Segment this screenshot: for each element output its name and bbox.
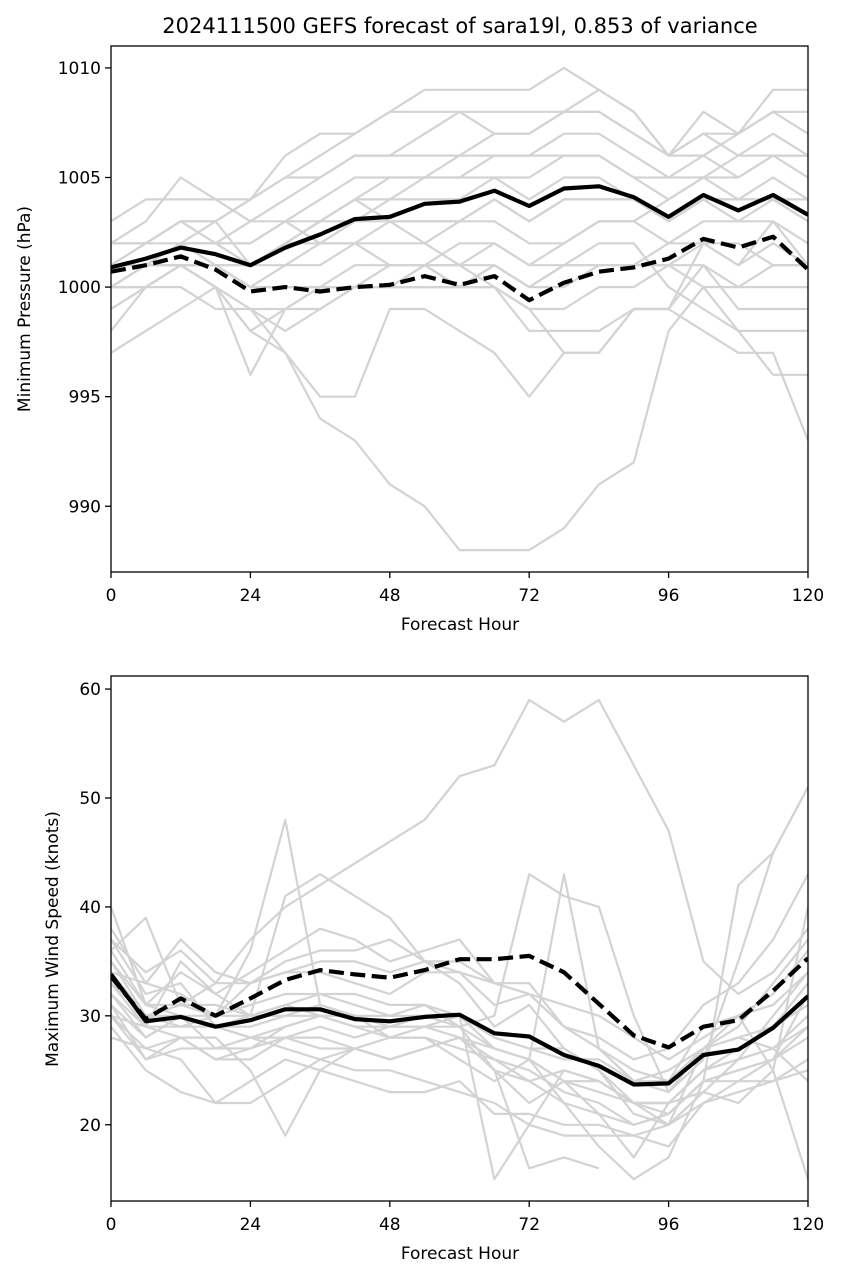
x-tick-label: 96 [658,1215,680,1235]
plot-area [111,698,808,1181]
ensemble-member-line [111,154,808,267]
solid-series-line [111,184,808,270]
ensemble-member-line [111,873,808,1061]
ensemble-member-line [111,264,808,332]
ensemble-member-line [111,242,808,376]
y-tick-label: 995 [69,388,101,408]
x-tick-label: 120 [792,586,824,606]
y-tick-label: 1000 [58,278,101,298]
ensemble-member-line [111,242,808,332]
ensemble-member-line [111,198,808,267]
x-tick-label: 24 [240,1215,262,1235]
dashed-series-line [111,234,808,303]
y-tick-label: 60 [79,680,101,700]
x-tick-label: 48 [379,586,401,606]
ensemble-member-line [111,1026,808,1137]
y-tick-label: 1010 [58,59,101,79]
ensemble-member-line [111,698,808,1017]
solid-series-line [111,973,808,1087]
ensemble-member-line [111,939,808,1126]
wind-panel: Forecast Hour Maximum Wind Speed (knots)… [43,675,824,1264]
x-tick-label: 0 [106,1215,117,1235]
dashed-series-line [111,953,808,1050]
pressure-panel: 2024111500 GEFS forecast of sara19l, 0.8… [15,14,824,635]
x-tick-label: 24 [240,586,262,606]
x-axis-label: Forecast Hour [401,1244,519,1264]
y-tick-label: 1005 [58,169,101,189]
x-tick-label: 72 [518,1215,540,1235]
x-tick-label: 0 [106,586,117,606]
ensemble-member-line [111,264,808,441]
y-tick-label: 50 [79,789,101,809]
ensemble-member-line [111,1014,808,1148]
x-axis-label: Forecast Hour [401,615,519,635]
ensemble-member-line [111,110,808,223]
ensemble-member-line [111,1004,600,1170]
ensemble-member-line [111,906,808,1159]
y-tick-label: 990 [69,497,101,517]
y-axis-label: Maximum Wind Speed (knots) [43,811,63,1067]
y-tick-label: 40 [79,898,101,918]
x-tick-label: 72 [518,586,540,606]
chart-title: 2024111500 GEFS forecast of sara19l, 0.8… [162,14,757,38]
ensemble-member-line [111,982,808,1105]
ensemble-member-line [111,971,808,1061]
x-tick-label: 96 [658,586,680,606]
y-axis-label: Minimum Pressure (hPa) [15,206,35,412]
ensemble-member-line [111,154,808,267]
x-tick-label: 48 [379,1215,401,1235]
y-tick-label: 20 [79,1116,101,1136]
y-tick-label: 30 [79,1007,101,1027]
ensemble-member-line [111,927,808,1083]
plot-frame [110,45,809,573]
ensemble-member-line [111,1004,808,1126]
plot-area [111,66,808,552]
x-tick-label: 120 [792,1215,824,1235]
plot-frame [110,675,809,1202]
